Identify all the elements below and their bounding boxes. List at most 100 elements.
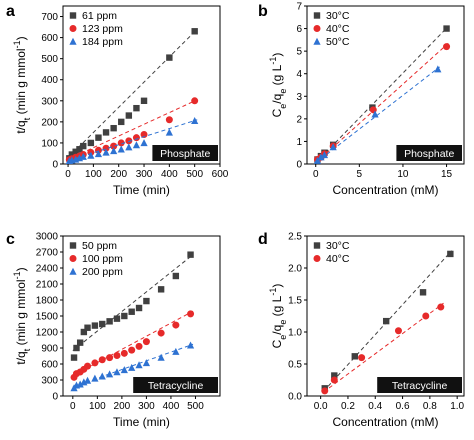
data-point — [443, 25, 450, 32]
annotation-label: Tetracycline — [148, 380, 204, 392]
x-tick-label: 200 — [110, 169, 127, 180]
data-point — [91, 359, 99, 367]
y-axis-label: Ce/qe (g L-1) — [268, 53, 288, 118]
legend-label: 50°C — [326, 36, 350, 48]
data-point — [140, 139, 148, 147]
data-point — [321, 387, 329, 395]
fit-line — [323, 250, 453, 392]
chart-panel-c: c 0 100 200 300 400 500 0 300 600 900 1200 1500 1800 2… — [6, 231, 221, 429]
plot-area — [65, 28, 199, 164]
data-point — [125, 137, 133, 145]
x-tick-label: 0.6 — [396, 401, 410, 412]
series-0 — [70, 251, 194, 361]
data-point — [351, 353, 358, 360]
data-point — [83, 376, 92, 384]
legend-marker — [69, 267, 77, 275]
annotation-box — [377, 377, 462, 393]
data-point — [317, 153, 325, 161]
legend-label: 30°C — [326, 10, 350, 22]
data-point — [70, 354, 78, 361]
x-axis-label: Time (min) — [113, 183, 170, 197]
data-point — [382, 317, 390, 325]
data-point — [73, 344, 80, 352]
data-point — [110, 124, 117, 132]
legend-label: 184 ppm — [82, 36, 123, 48]
x-tick-label: 15 — [441, 169, 453, 180]
x-tick-label: 100 — [89, 401, 106, 412]
x-tick-label: 100 — [85, 169, 102, 180]
y-tick-label: 1.5 — [288, 296, 302, 307]
y-tick-label: 1500 — [36, 312, 59, 323]
data-point — [76, 146, 83, 153]
data-point — [68, 151, 76, 158]
data-point — [72, 148, 79, 155]
data-point — [128, 308, 135, 315]
fit-line — [67, 119, 198, 162]
fit-line — [315, 25, 449, 164]
data-point — [320, 151, 329, 159]
legend-label: 61 ppm — [82, 10, 117, 22]
data-point — [191, 117, 199, 125]
x-axis-label: Concentration (mM) — [332, 415, 438, 429]
x-tick-label: 500 — [187, 401, 204, 412]
y-axis-label: t/qt (min g mmol-1) — [12, 267, 32, 364]
data-point — [191, 97, 199, 105]
y-tick-label: 1.0 — [288, 328, 302, 339]
y-tick-label: 1 — [296, 137, 302, 148]
data-point — [157, 329, 165, 337]
data-point — [140, 97, 148, 104]
x-tick-label: 300 — [136, 169, 153, 180]
data-point — [157, 286, 165, 293]
data-point — [125, 112, 133, 119]
y-tick-label: 3000 — [36, 232, 59, 243]
data-point — [422, 312, 430, 320]
data-point — [80, 142, 87, 150]
y-tick-label: 4 — [296, 69, 302, 80]
y-tick-label: 2.0 — [288, 264, 302, 275]
panel-letter: a — [6, 3, 15, 20]
x-tick-label: 0 — [65, 169, 71, 180]
series-0 — [66, 28, 198, 162]
data-point — [84, 362, 92, 370]
y-tick-label: 300 — [41, 376, 58, 387]
y-tick-label: 0 — [52, 160, 58, 171]
data-point — [331, 372, 338, 379]
data-point — [165, 116, 173, 124]
x-tick-label: 0.8 — [423, 401, 437, 412]
x-tick-label: 200 — [114, 401, 131, 412]
data-point — [140, 131, 148, 139]
data-point — [76, 380, 84, 388]
legend: 30°C40°C50°C — [313, 10, 350, 48]
data-point — [110, 142, 118, 150]
panel-letter: b — [258, 3, 268, 20]
data-point — [91, 322, 99, 329]
legend-marker — [313, 242, 321, 249]
x-tick-label: 300 — [138, 401, 155, 412]
data-point — [84, 324, 91, 331]
chart-panel-a: a 0 100 200 300 400 500 600 0 100 200 300 400 500 600 7… — [6, 3, 229, 197]
series-2 — [70, 341, 195, 392]
y-tick-label: 600 — [41, 33, 58, 44]
data-point — [98, 372, 106, 380]
annotation-label: Phosphate — [404, 148, 454, 160]
data-point — [117, 139, 125, 147]
plot-frame — [306, 235, 465, 397]
x-tick-label: 0.4 — [368, 401, 382, 412]
y-tick-label: 0.5 — [288, 360, 302, 371]
fit-line — [323, 302, 444, 393]
annotation-box — [152, 145, 218, 161]
panel-letter: c — [6, 231, 15, 248]
legend-label: 30°C — [326, 240, 350, 252]
data-point — [91, 374, 99, 382]
y-tick-label: 1200 — [36, 328, 59, 339]
x-tick-label: 10 — [397, 169, 409, 180]
series-2 — [65, 117, 199, 164]
data-point — [135, 304, 143, 312]
fit-line — [315, 42, 449, 164]
legend-label: 123 ppm — [82, 23, 123, 35]
y-tick-label: 400 — [41, 75, 58, 86]
data-point — [87, 151, 95, 159]
legend-marker — [69, 255, 77, 262]
